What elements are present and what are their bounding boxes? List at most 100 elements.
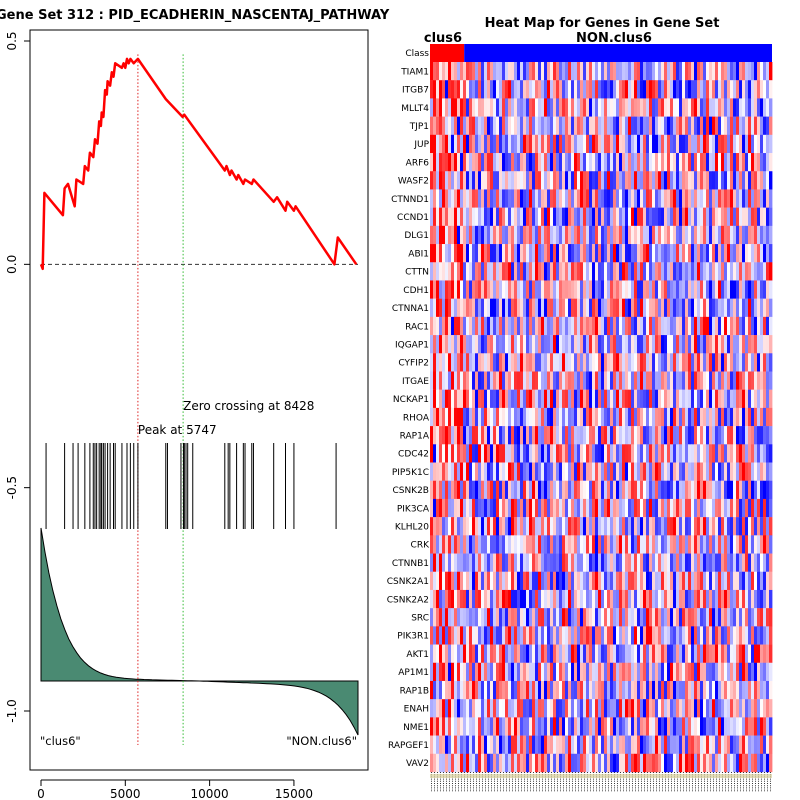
heatmap-cell <box>754 134 758 154</box>
heatmap-cell <box>490 225 494 245</box>
heatmap-cell <box>565 80 569 99</box>
heatmap-cell <box>703 262 707 281</box>
heatmap-cell <box>685 480 689 500</box>
heatmap-cell <box>739 98 743 117</box>
heatmap-cell <box>556 589 560 609</box>
heatmap-cell <box>463 644 467 663</box>
heatmap-cell <box>745 134 749 154</box>
heatmap-cell <box>493 171 497 190</box>
heatmap-cell <box>448 189 452 208</box>
heatmap-cell <box>742 626 746 645</box>
heatmap-cell <box>556 171 560 190</box>
heatmap-cell <box>586 244 590 263</box>
heatmap-cell <box>517 571 521 591</box>
heatmap-cell <box>445 571 449 591</box>
heatmap-cell <box>610 626 614 645</box>
heatmap-cell <box>526 699 530 718</box>
zero-crossing-label: Zero crossing at 8428 <box>183 399 314 413</box>
heatmap-cell <box>490 407 494 427</box>
heatmap-cell <box>484 280 488 299</box>
heatmap-cell <box>688 244 692 263</box>
heatmap-cell <box>493 225 497 245</box>
heatmap-cell <box>697 553 701 572</box>
heatmap-cell <box>451 571 455 591</box>
heatmap-cell <box>571 189 575 208</box>
heatmap-cell <box>451 626 455 645</box>
heatmap-cell <box>496 662 500 682</box>
heatmap-cell <box>760 608 764 627</box>
heatmap-cell <box>769 262 773 281</box>
heatmap-cell <box>607 662 611 682</box>
heatmap-cell <box>700 735 704 754</box>
heatmap-cell <box>754 262 758 281</box>
heatmap-cell <box>763 717 767 736</box>
heatmap-cell <box>637 717 641 736</box>
heatmap-cell <box>541 462 545 481</box>
heatmap-cell <box>625 116 629 136</box>
heatmap-cell <box>595 571 599 591</box>
heatmap-cell <box>751 589 755 609</box>
heatmap-cell <box>433 207 437 227</box>
heatmap-cell <box>550 280 554 299</box>
heatmap-cell <box>724 753 728 773</box>
heatmap-cell <box>667 98 671 117</box>
heatmap-cell <box>703 626 707 645</box>
heatmap-cell <box>616 462 620 481</box>
heatmap-cell <box>538 717 542 736</box>
heatmap-cell <box>526 553 530 572</box>
heatmap-cell <box>616 98 620 117</box>
heatmap-cell <box>475 480 479 500</box>
heatmap-cell <box>508 626 512 645</box>
heatmap-cell <box>463 80 467 99</box>
heatmap-cell <box>541 480 545 500</box>
heatmap-cell <box>679 498 683 518</box>
heatmap-cell <box>433 480 437 500</box>
heatmap-cell <box>661 662 665 682</box>
heatmap-cell <box>502 280 506 299</box>
heatmap-cell <box>580 335 584 354</box>
heatmap-cell <box>481 426 485 445</box>
heatmap-cell <box>445 535 449 554</box>
heatmap-cell <box>592 207 596 227</box>
heatmap-cell <box>739 244 743 263</box>
heatmap-cell <box>463 244 467 263</box>
heatmap-cell <box>727 699 731 718</box>
heatmap-cell <box>547 626 551 645</box>
heatmap-cell <box>607 262 611 281</box>
heatmap-cell <box>544 298 548 318</box>
heatmap-cell <box>640 735 644 754</box>
heatmap-cell <box>499 517 503 536</box>
heatmap-cell <box>637 626 641 645</box>
heatmap-cell <box>454 80 458 99</box>
heatmap-cell <box>457 571 461 591</box>
heatmap-cell <box>667 480 671 500</box>
heatmap-cell <box>514 80 518 99</box>
heatmap-cell <box>751 517 755 536</box>
heatmap-cell <box>655 699 659 718</box>
heatmap-cell <box>616 699 620 718</box>
heatmap-cell <box>454 207 458 227</box>
heatmap-cell <box>607 735 611 754</box>
heatmap-cell <box>571 353 575 372</box>
heatmap-cell <box>691 462 695 481</box>
heatmap-cell <box>637 462 641 481</box>
gene-label: CTNND1 <box>391 195 429 205</box>
heatmap-cell <box>652 626 656 645</box>
heatmap-cell <box>637 699 641 718</box>
heatmap-cell <box>652 735 656 754</box>
heatmap-cell <box>694 98 698 117</box>
heatmap-cell <box>508 134 512 154</box>
heatmap-cell <box>643 517 647 536</box>
heatmap-cell <box>448 316 452 336</box>
heatmap-cell <box>526 589 530 609</box>
heatmap-cell <box>448 171 452 190</box>
heatmap-cell <box>430 371 434 390</box>
heatmap-cell <box>460 262 464 281</box>
heatmap-cell <box>556 153 560 172</box>
heatmap-cell <box>733 116 737 136</box>
heatmap-cell <box>628 608 632 627</box>
heatmap-cell <box>475 189 479 208</box>
heatmap-cell <box>574 62 578 81</box>
heatmap-cell <box>454 735 458 754</box>
heatmap-cell <box>730 207 734 227</box>
